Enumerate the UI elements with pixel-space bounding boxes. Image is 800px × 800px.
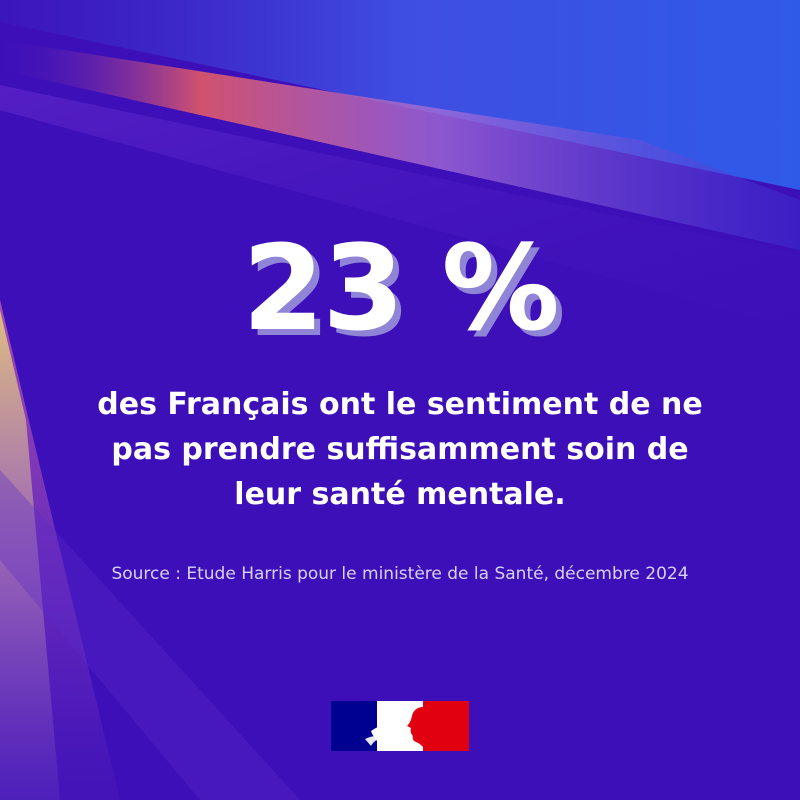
headline-percentage: 23 % [242,219,560,357]
statement-text: des Français ont le sentiment de ne pas … [70,382,730,517]
statement-line: pas prendre suffisamment soin de [111,432,689,467]
statement-line: des Français ont le sentiment de ne [97,387,703,422]
marianne-flag-logo [331,701,469,751]
statement-line: leur santé mentale. [234,477,566,512]
source-note: Source : Etude Harris pour le ministère … [111,564,689,584]
